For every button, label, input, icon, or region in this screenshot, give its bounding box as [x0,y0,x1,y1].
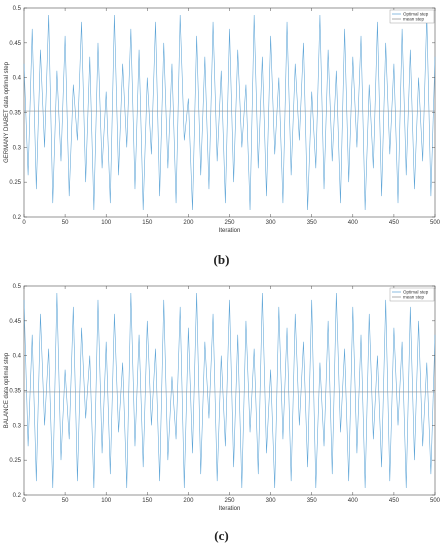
legend-box-c [389,287,435,302]
x-tick-label-c: 0 [22,498,26,504]
x-tick-label-c: 450 [389,498,400,504]
plot-area-b [23,7,436,218]
y-tick-label-b: 0.45 [9,41,21,47]
x-tick-label-c: 300 [266,498,277,504]
x-tick-label-c: 100 [101,498,112,504]
legend-label-c: Optimal step [403,290,429,295]
y-axis-label-c: BALANCE data optimal step [4,352,10,428]
x-tick-label-c: 150 [142,498,153,504]
x-tick-label-c: 50 [62,498,69,504]
chart-panel-c: 0 50 100 150 200 250 300 350 400 450 500 0.2 0.25 0.3… [0,278,443,520]
y-tick-label-c: 0.45 [9,319,21,325]
x-tick-label-c: 350 [307,498,318,504]
y-tick-label-c: 0.4 [13,354,22,360]
line-chart-b: 0 50 100 150 200 250 300 350 400 450 500 0.2 0.25 0.3… [4,6,441,234]
x-tick-label-b: 450 [389,220,400,226]
y-tick-label-c: 0.3 [13,423,22,429]
x-tick-label-b: 250 [224,220,235,226]
x-tick-label-c: 400 [348,498,359,504]
y-tick-label-c: 0.25 [9,458,21,464]
y-tick-label-c: 0.5 [13,284,22,290]
panel-caption-b: (b) [213,252,230,267]
x-tick-label-b: 500 [430,220,441,226]
legend-box-b [389,9,435,24]
x-axis-label-c: Iteration [219,506,241,512]
x-tick-label-b: 150 [142,220,153,226]
line-chart-c: 0 50 100 150 200 250 300 350 400 450 500 0.2 0.25 0.3… [4,284,441,512]
x-tick-label-b: 200 [183,220,194,226]
legend-label-c: mean step [403,295,425,300]
series-line-optimal-step-b [23,14,436,211]
x-tick-label-c: 500 [430,498,441,504]
y-tick-label-b: 0.35 [9,111,21,117]
plot-area-c [23,285,436,496]
legend-label-b: mean step [403,17,425,22]
y-tick-label-c: 0.35 [9,389,21,395]
y-axis-label-b: GERMANY DIABET data optimal step [4,61,10,162]
y-tick-label-c: 0.2 [13,493,22,499]
x-tick-label-c: 250 [224,498,235,504]
x-tick-label-b: 0 [22,220,26,226]
y-tick-label-b: 0.25 [9,180,21,186]
x-tick-label-b: 50 [62,220,69,226]
y-tick-label-b: 0.5 [13,6,22,12]
y-tick-label-b: 0.4 [13,76,22,82]
x-tick-label-c: 200 [183,498,194,504]
x-tick-label-b: 100 [101,220,112,226]
x-tick-label-b: 300 [266,220,277,226]
x-axis-label-b: Iteration [219,228,241,234]
chart-panel-b: 0 50 100 150 200 250 300 350 400 450 500 0.2 0.25 0.3… [0,0,443,242]
y-tick-label-b: 0.2 [13,215,22,221]
panel-caption-c: (c) [214,528,229,543]
series-line-optimal-step-c [23,292,436,489]
x-tick-label-b: 400 [348,220,359,226]
y-tick-label-b: 0.3 [13,145,22,151]
legend-label-b: Optimal step [403,12,429,17]
x-tick-label-b: 350 [307,220,318,226]
